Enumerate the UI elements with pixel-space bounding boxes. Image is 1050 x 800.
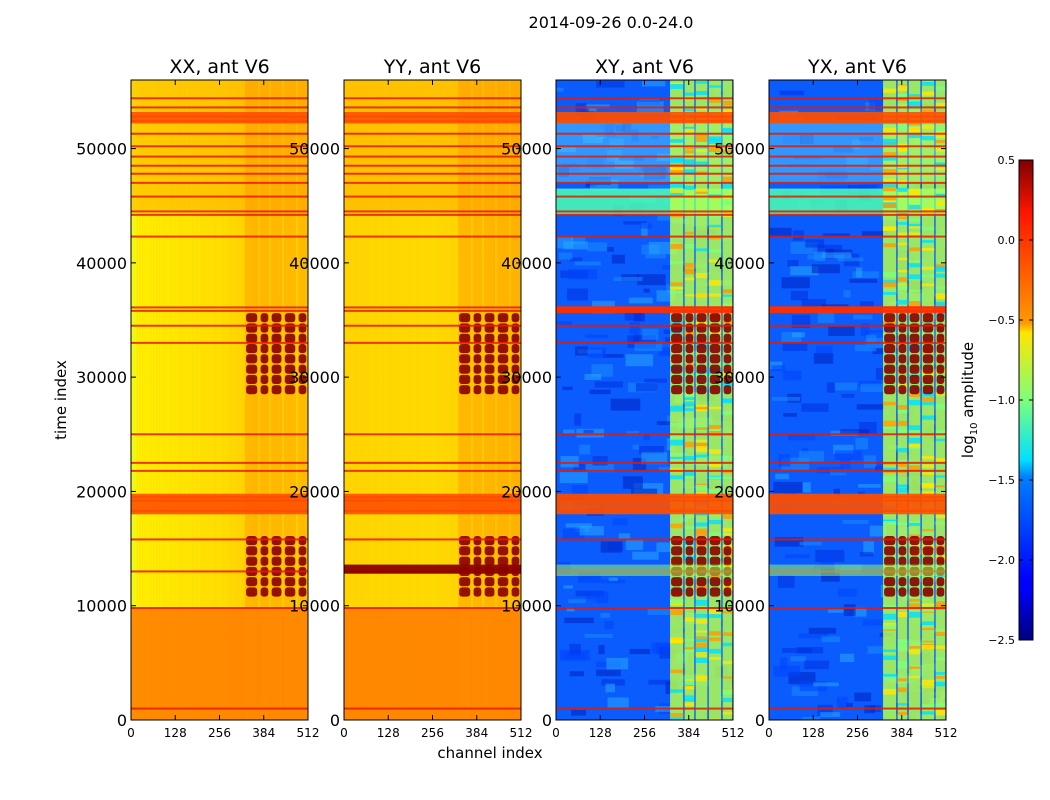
x-tick-label: 0 <box>765 726 773 740</box>
x-tick-label: 128 <box>589 726 612 740</box>
panel-yy: YY, ant V6 0 128 256 384 512 0 10000 20000 30000 4… <box>289 56 532 740</box>
y-tick-label: 20000 <box>714 482 765 501</box>
panel-title: YX, ant V6 <box>807 56 907 78</box>
x-tick-label: 384 <box>677 726 700 740</box>
x-tick-label: 384 <box>890 726 913 740</box>
y-tick-label: 0 <box>755 711 765 730</box>
y-tick-label: 50000 <box>289 140 340 159</box>
heatmap-image <box>131 80 308 720</box>
y-tick-label: 30000 <box>76 368 127 387</box>
x-tick-label: 256 <box>846 726 869 740</box>
heatmap-image <box>556 80 733 720</box>
x-tick-label: 128 <box>802 726 825 740</box>
x-tick-label: 384 <box>465 726 488 740</box>
colorbar-label-rest: amplitude <box>959 342 977 423</box>
x-tick-label: 256 <box>633 726 656 740</box>
x-tick-label: 0 <box>552 726 560 740</box>
colorbar-tick-label: −2.0 <box>988 554 1015 567</box>
figure-suptitle: 2014-09-26 0.0-24.0 <box>529 13 694 32</box>
y-tick-label: 20000 <box>76 482 127 501</box>
y-tick-label: 50000 <box>501 140 552 159</box>
colorbar: 0.5 0.0 −0.5 −1.0 −1.5 −2.0 −2.5 log10 amplitu… <box>959 154 1034 647</box>
y-tick-label: 30000 <box>289 368 340 387</box>
y-axis-label: time index <box>52 360 70 440</box>
panel-title: YY, ant V6 <box>383 56 482 78</box>
colorbar-tick-label: −0.5 <box>988 314 1015 327</box>
x-axis-label: channel index <box>437 744 542 762</box>
x-tick-label: 128 <box>377 726 400 740</box>
colorbar-label-sub: 10 <box>969 422 980 435</box>
y-tick-label: 30000 <box>714 368 765 387</box>
x-tick-label: 512 <box>722 726 745 740</box>
colorbar-tick-label: −1.5 <box>988 474 1015 487</box>
y-tick-label: 40000 <box>714 254 765 273</box>
x-tick-label: 128 <box>164 726 187 740</box>
colorbar-tick-label: −2.5 <box>988 634 1015 647</box>
y-tick-label: 10000 <box>501 597 552 616</box>
y-tick-label: 20000 <box>501 482 552 501</box>
panels-group: XX, ant V6 0 128 256 384 512 0 10000 20000 30000 4… <box>76 56 958 740</box>
panel-title: XX, ant V6 <box>169 56 269 78</box>
colorbar-tick-label: 0.0 <box>998 234 1016 247</box>
y-tick-label: 0 <box>330 711 340 730</box>
colorbar-tick-label: 0.5 <box>998 154 1016 167</box>
x-tick-label: 256 <box>421 726 444 740</box>
x-tick-label: 0 <box>127 726 135 740</box>
y-tick-label: 50000 <box>76 140 127 159</box>
y-tick-label: 10000 <box>714 597 765 616</box>
colorbar-tick-label: −1.0 <box>988 394 1015 407</box>
panel-title: XY, ant V6 <box>595 56 694 78</box>
x-tick-label: 512 <box>297 726 320 740</box>
y-tick-label: 40000 <box>289 254 340 273</box>
panel-xx: XX, ant V6 0 128 256 384 512 0 10000 20000 30000 4… <box>76 56 319 740</box>
x-tick-label: 0 <box>340 726 348 740</box>
colorbar-ticks: 0.5 0.0 −0.5 −1.0 −1.5 −2.0 −2.5 <box>988 154 1033 647</box>
x-tick-label: 512 <box>935 726 958 740</box>
colorbar-label: log10 amplitude <box>959 342 980 458</box>
heatmap-image <box>344 80 521 720</box>
y-tick-label: 20000 <box>289 482 340 501</box>
x-tick-label: 512 <box>510 726 533 740</box>
y-tick-label: 50000 <box>714 140 765 159</box>
y-tick-label: 40000 <box>501 254 552 273</box>
colorbar-label-log: log <box>959 435 977 458</box>
y-tick-label: 30000 <box>501 368 552 387</box>
panel-xy: XY, ant V6 0 128 256 384 512 0 10000 20000 30000 4… <box>501 56 745 740</box>
y-tick-label: 10000 <box>289 597 340 616</box>
y-tick-label: 40000 <box>76 254 127 273</box>
x-tick-label: 256 <box>208 726 231 740</box>
y-tick-label: 0 <box>117 711 127 730</box>
y-tick-label: 0 <box>542 711 552 730</box>
panel-yx: YX, ant V6 0 128 256 384 512 0 10000 20000 30000 4… <box>714 56 958 740</box>
heatmap-image <box>769 80 946 720</box>
y-tick-label: 10000 <box>76 597 127 616</box>
x-tick-label: 384 <box>252 726 275 740</box>
